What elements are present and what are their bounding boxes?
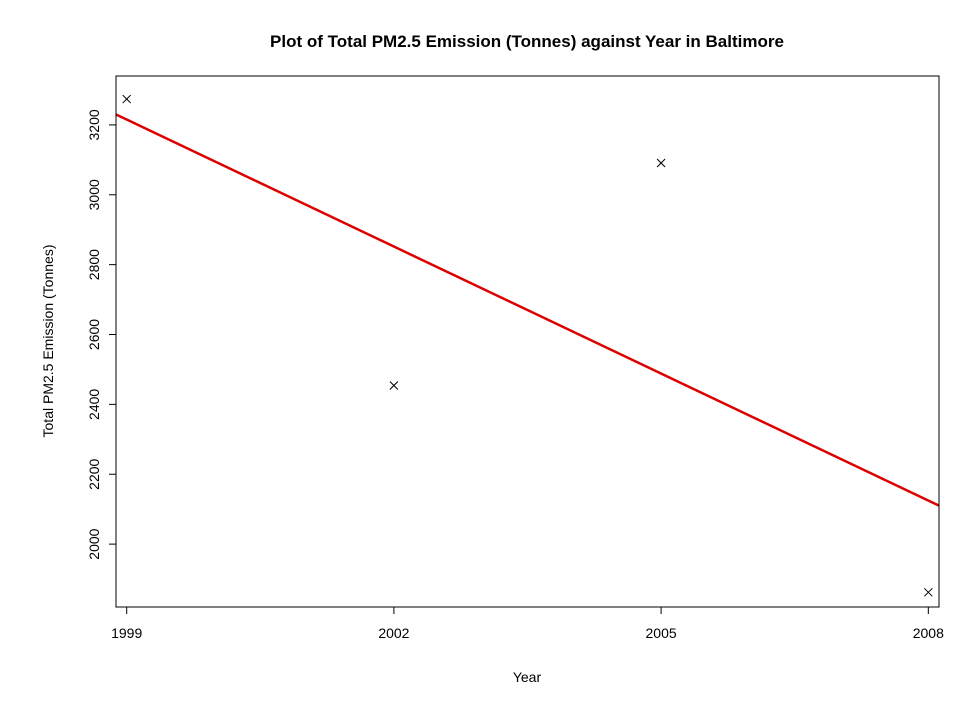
x-tick-label: 2002	[378, 625, 409, 641]
data-point-stroke	[923, 587, 933, 597]
data-point-stroke	[122, 94, 132, 104]
data-point-stroke	[656, 158, 666, 168]
trend-line	[115, 113, 940, 507]
data-point-stroke	[389, 381, 399, 390]
data-point	[656, 158, 666, 168]
y-tick-label: 3200	[86, 109, 102, 140]
y-tick-label: 2000	[86, 528, 102, 559]
y-tick-label: 2400	[86, 389, 102, 420]
y-tick-label: 2600	[86, 319, 102, 350]
plot-area	[115, 94, 940, 597]
x-tick-label: 1999	[111, 625, 142, 641]
data-point	[923, 587, 933, 597]
y-axis-label: Total PM2.5 Emission (Tonnes)	[40, 245, 56, 438]
chart-title: Plot of Total PM2.5 Emission (Tonnes) ag…	[270, 32, 784, 51]
y-tick-label: 3000	[86, 179, 102, 210]
plot-frame	[115, 75, 940, 608]
y-tick-label: 2800	[86, 249, 102, 280]
y-axis: 2000 2200 2400 2600 2800 3000 3200	[86, 109, 116, 560]
data-point	[122, 94, 132, 104]
x-axis: 1999 2002 2005 2008	[111, 607, 944, 641]
x-tick-label: 2005	[646, 625, 677, 641]
x-tick-label: 2008	[913, 625, 944, 641]
y-tick-label: 2200	[86, 458, 102, 489]
x-axis-label: Year	[513, 669, 542, 685]
data-point	[389, 381, 399, 390]
